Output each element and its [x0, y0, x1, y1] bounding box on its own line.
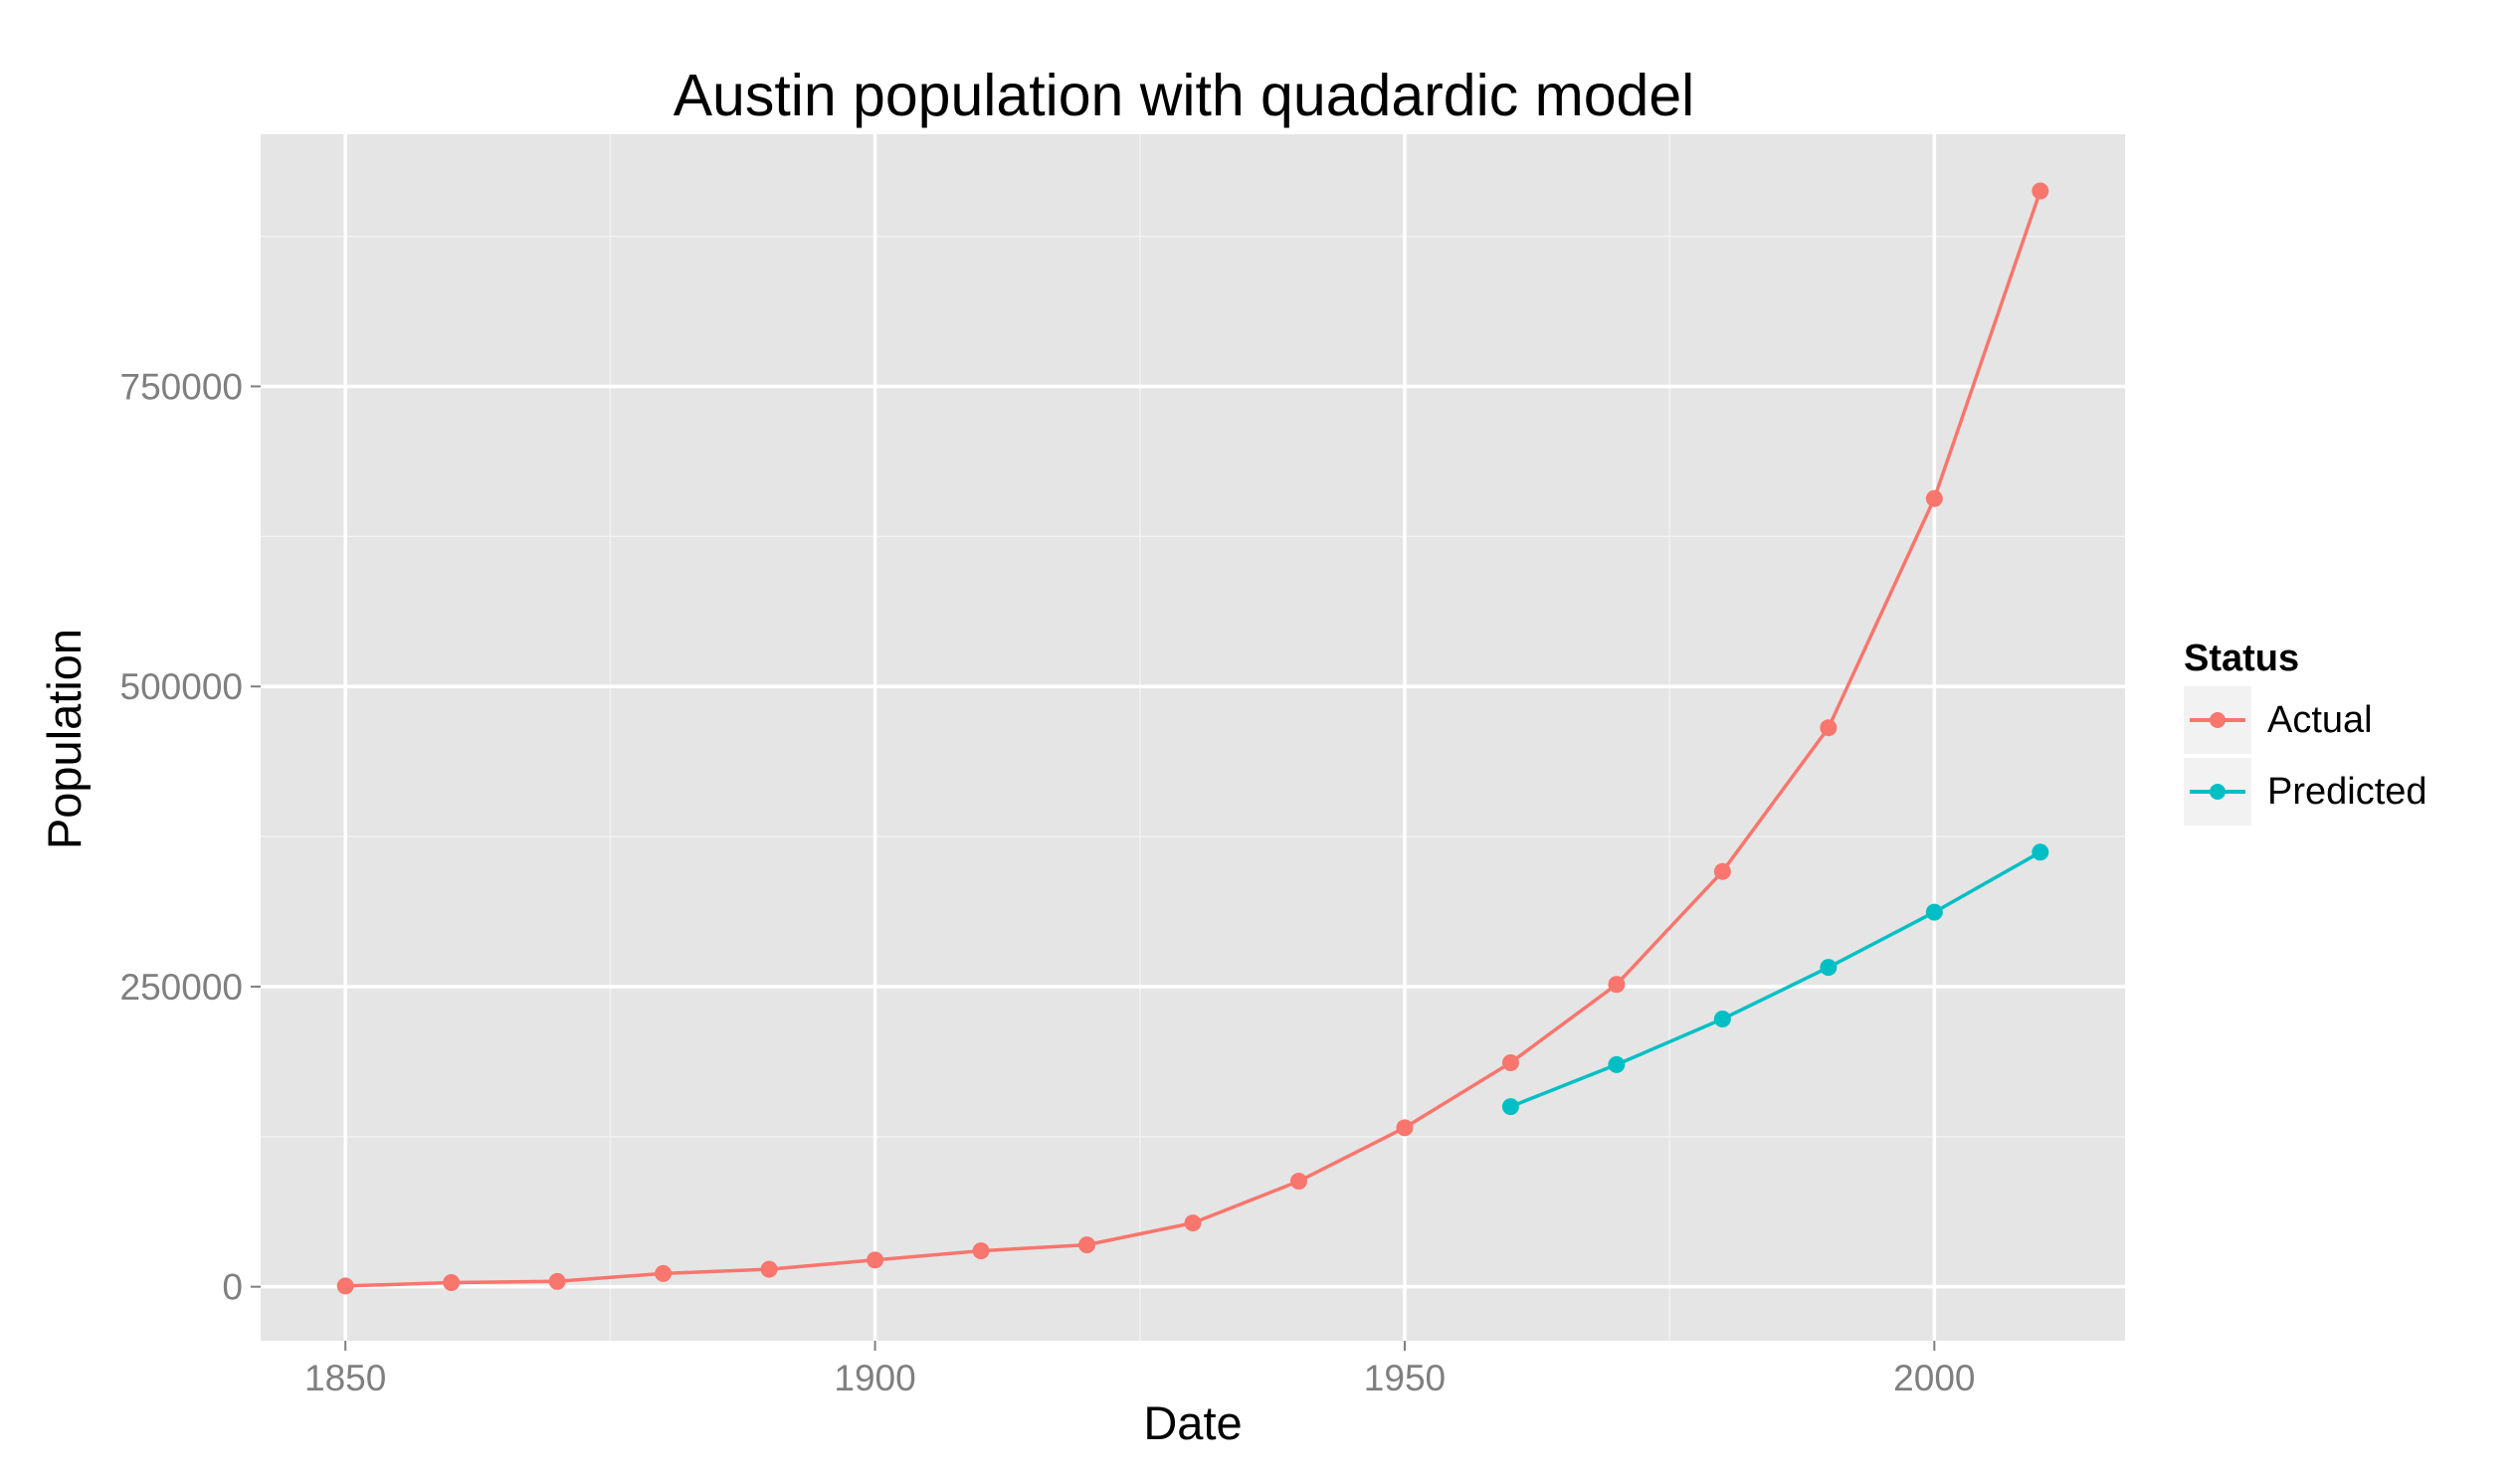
- x-axis-title: Date: [1143, 1396, 1243, 1449]
- data-point-actual: [1289, 1173, 1307, 1191]
- legend-swatch-predicted: [2190, 784, 2245, 800]
- y-tick-label: 500000: [120, 666, 243, 707]
- x-tick-label: 1850: [304, 1358, 386, 1398]
- data-point-predicted: [1501, 1098, 1519, 1116]
- plot-panel: [261, 134, 2125, 1341]
- y-tick-label: 750000: [120, 366, 243, 407]
- series-layer: [336, 182, 2049, 1295]
- data-point-predicted: [1608, 1055, 1626, 1073]
- data-point-actual: [867, 1251, 884, 1269]
- data-point-actual: [1713, 862, 1731, 880]
- major-gridlines: [261, 134, 2125, 1341]
- data-point-actual: [548, 1272, 566, 1290]
- data-point-actual: [655, 1264, 673, 1282]
- data-point-actual: [336, 1277, 354, 1295]
- data-point-predicted: [1820, 959, 1838, 977]
- data-point-actual: [1184, 1214, 1202, 1232]
- data-point-actual: [1396, 1119, 1414, 1137]
- legend-point-predicted: [2210, 784, 2226, 800]
- x-tick-label: 1950: [1364, 1358, 1446, 1398]
- data-point-predicted: [1713, 1011, 1731, 1028]
- data-point-predicted: [2032, 843, 2049, 861]
- legend-title: Status: [2184, 638, 2300, 679]
- legend-item-actual: Actual: [2184, 684, 2462, 756]
- data-point-predicted: [1925, 903, 1943, 921]
- axis-ticks: [251, 385, 1936, 1351]
- legend-key-predicted: [2184, 758, 2251, 826]
- legend-label-actual: Actual: [2267, 699, 2373, 741]
- series-line-predicted: [1509, 850, 2041, 1109]
- data-point-actual: [1820, 719, 1838, 737]
- chart-title: Austin population with quadardic model: [673, 63, 1695, 128]
- y-tick-label: 0: [222, 1267, 243, 1308]
- data-point-actual: [1608, 976, 1626, 994]
- legend-swatch-actual: [2190, 712, 2245, 728]
- data-point-actual: [1925, 489, 1943, 507]
- legend: Status Actual Predicted: [2184, 633, 2462, 828]
- data-point-actual: [443, 1273, 461, 1291]
- data-point-actual: [760, 1260, 778, 1278]
- x-tick-label: 1900: [834, 1358, 915, 1398]
- y-tick-label: 250000: [120, 967, 243, 1008]
- legend-item-predicted: Predicted: [2184, 756, 2462, 828]
- x-tick-label: 2000: [1893, 1358, 1975, 1398]
- y-axis-title: Population: [38, 628, 91, 850]
- data-point-actual: [2032, 182, 2049, 200]
- minor-gridlines: [261, 134, 2125, 1341]
- legend-point-actual: [2210, 712, 2226, 728]
- data-point-actual: [1501, 1054, 1519, 1072]
- legend-key-actual: [2184, 686, 2251, 754]
- legend-label-predicted: Predicted: [2267, 771, 2427, 813]
- axis-tick-labels: 1850 1900 1950 2000 0 250000 500000 750000: [120, 366, 1976, 1398]
- data-point-actual: [972, 1242, 990, 1260]
- data-point-actual: [1078, 1236, 1096, 1254]
